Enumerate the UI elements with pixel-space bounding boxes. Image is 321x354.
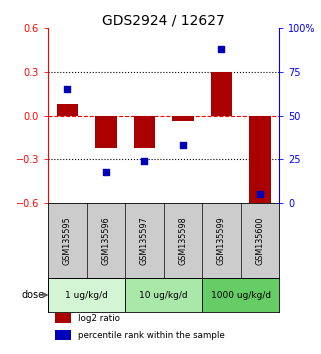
- Text: 1000 ug/kg/d: 1000 ug/kg/d: [211, 291, 271, 299]
- Bar: [48, 278, 125, 312]
- Bar: [95, 116, 117, 148]
- Point: [65, 87, 70, 92]
- Bar: [249, 116, 271, 206]
- Point: [257, 192, 263, 197]
- Title: GDS2924 / 12627: GDS2924 / 12627: [102, 13, 225, 27]
- Bar: [55, 313, 71, 323]
- Text: GSM135596: GSM135596: [101, 216, 110, 265]
- Text: dose: dose: [22, 290, 45, 300]
- Bar: [57, 104, 78, 116]
- Bar: [125, 278, 202, 312]
- Text: 1 ug/kg/d: 1 ug/kg/d: [65, 291, 108, 299]
- Point: [180, 143, 186, 148]
- Point: [103, 169, 108, 175]
- Text: 10 ug/kg/d: 10 ug/kg/d: [139, 291, 188, 299]
- Bar: [211, 72, 232, 116]
- Text: log2 ratio: log2 ratio: [78, 314, 120, 322]
- Point: [142, 158, 147, 164]
- Text: GSM135599: GSM135599: [217, 216, 226, 265]
- Bar: [202, 278, 279, 312]
- Text: GSM135595: GSM135595: [63, 216, 72, 265]
- Bar: [55, 330, 71, 340]
- Bar: [134, 116, 155, 148]
- Bar: [172, 116, 194, 121]
- Text: GSM135597: GSM135597: [140, 216, 149, 265]
- Text: percentile rank within the sample: percentile rank within the sample: [78, 331, 225, 340]
- Point: [219, 46, 224, 52]
- Text: GSM135598: GSM135598: [178, 216, 187, 265]
- Text: GSM135600: GSM135600: [256, 216, 265, 265]
